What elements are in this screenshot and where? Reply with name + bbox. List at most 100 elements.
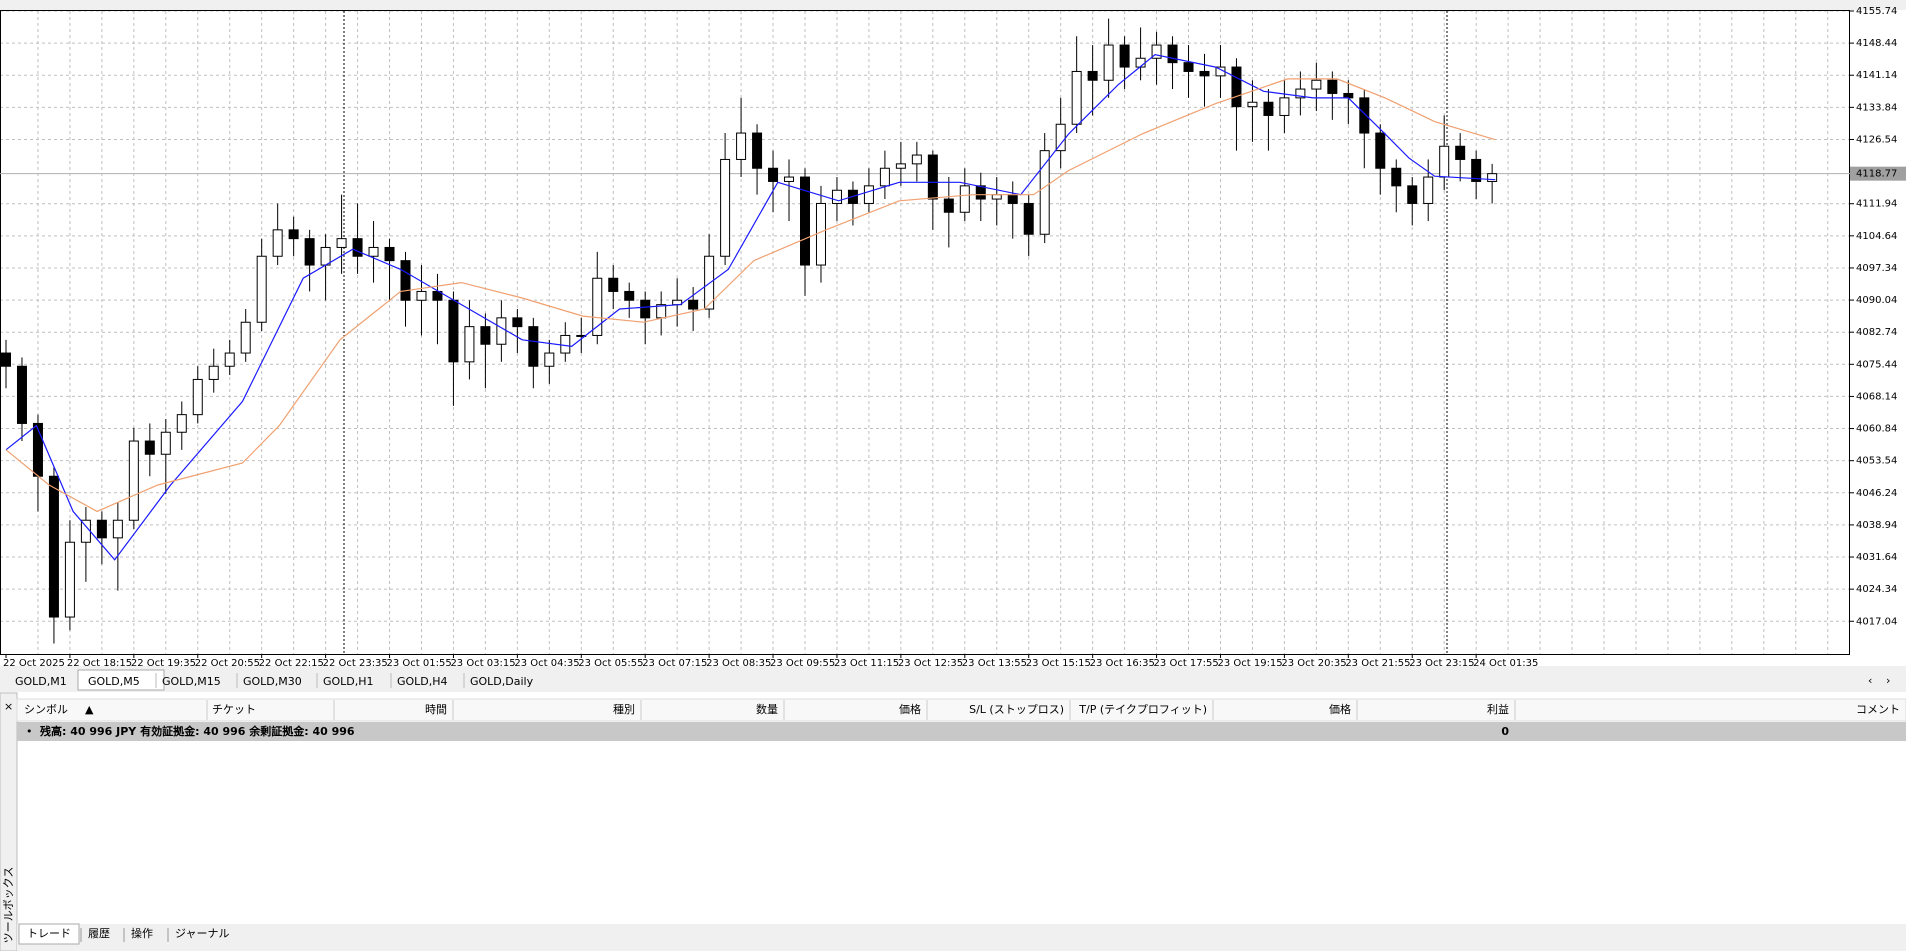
- x-tick-label: 23 Oct 13:55: [962, 658, 1027, 669]
- x-tick-label: 23 Oct 23:15: [1409, 658, 1474, 669]
- balance-row: [17, 722, 1906, 741]
- chart-tab[interactable]: GOLD,H1: [323, 675, 374, 688]
- column-header[interactable]: 時間: [425, 703, 447, 716]
- column-header[interactable]: 価格: [1329, 702, 1351, 716]
- y-tick-label: 4068.14: [1856, 391, 1897, 402]
- candle-body: [927, 154, 938, 200]
- x-tick-label: 23 Oct 15:15: [1026, 658, 1091, 669]
- chart-tab[interactable]: GOLD,M1: [15, 675, 67, 688]
- candle-body: [1391, 167, 1402, 187]
- column-header[interactable]: S/L (ストップロス): [969, 703, 1064, 716]
- candle-body: [624, 290, 635, 301]
- candle-body: [1151, 44, 1162, 59]
- candle-body: [144, 440, 155, 455]
- candle-body: [1103, 44, 1114, 81]
- candle-body: [1087, 70, 1098, 81]
- x-tick-label: 23 Oct 01:55: [387, 658, 452, 669]
- terminal-tabs-bar: [17, 924, 1906, 951]
- column-header[interactable]: シンボル: [24, 703, 68, 716]
- column-header[interactable]: 価格: [899, 702, 921, 716]
- candle-body: [1423, 176, 1434, 204]
- column-header[interactable]: 利益: [1487, 702, 1509, 716]
- y-tick-label: 4111.94: [1856, 199, 1897, 210]
- candle-body: [1247, 101, 1258, 108]
- candle-body: [1167, 44, 1178, 64]
- moving-average: [5, 78, 1496, 513]
- x-tick-label: 24 Oct 01:35: [1473, 658, 1538, 669]
- candle-body: [959, 185, 970, 213]
- terminal-tab[interactable]: 操作: [131, 926, 153, 940]
- candle-body: [736, 132, 747, 160]
- candle-body: [784, 176, 795, 182]
- x-tick-label: 22 Oct 22:15: [259, 658, 324, 669]
- candle-body: [128, 440, 139, 521]
- candle-body: [48, 475, 59, 618]
- candle-body: [352, 238, 363, 257]
- candle-body: [1199, 70, 1210, 77]
- candle-body: [608, 277, 619, 292]
- candle-body: [256, 255, 267, 323]
- y-tick-label: 4148.44: [1856, 38, 1897, 49]
- y-tick-label: 4133.84: [1856, 102, 1897, 113]
- y-tick-label: 4060.84: [1856, 424, 1897, 435]
- x-tick-label: 23 Oct 03:15: [450, 658, 515, 669]
- chart-tabs-bar: [0, 666, 1906, 692]
- x-tick-label: 23 Oct 12:35: [898, 658, 963, 669]
- candle-body: [768, 167, 779, 182]
- chart-tab[interactable]: GOLD,Daily: [470, 675, 534, 688]
- candle-body: [384, 246, 395, 262]
- candle-body: [911, 154, 922, 165]
- candle-body: [304, 238, 315, 266]
- chart-tab[interactable]: GOLD,H4: [397, 675, 448, 688]
- x-tick-label: 22 Oct 20:55: [195, 658, 260, 669]
- y-tick-label: 4075.44: [1856, 359, 1897, 370]
- candle-body: [1279, 97, 1290, 116]
- chart-tab[interactable]: GOLD,M15: [162, 675, 221, 688]
- grid: [0, 10, 1850, 654]
- candle-body: [1487, 173, 1498, 182]
- y-tick-label: 4017.04: [1856, 616, 1897, 627]
- terminal-tab[interactable]: ジャーナル: [175, 927, 229, 940]
- x-tick-label: 23 Oct 19:15: [1217, 658, 1282, 669]
- x-tick-label: 23 Oct 04:35: [514, 658, 579, 669]
- candle-body: [1071, 70, 1082, 125]
- column-header[interactable]: T/P (テイクプロフィット): [1078, 703, 1207, 716]
- candle-body: [400, 260, 411, 301]
- chart-tab[interactable]: GOLD,M30: [243, 675, 302, 688]
- y-tick-label: 4031.64: [1856, 552, 1897, 563]
- column-header[interactable]: チケット: [212, 703, 256, 716]
- column-header[interactable]: 種別: [613, 702, 635, 716]
- candle-body: [480, 326, 491, 345]
- candle-body: [288, 229, 299, 240]
- toolbar: [0, 0, 1906, 10]
- x-tick-label: 22 Oct 19:35: [131, 658, 196, 669]
- candle-body: [272, 229, 283, 257]
- candle-body: [815, 202, 826, 266]
- candle-body: [496, 317, 507, 345]
- x-tick-label: 22 Oct 2025: [3, 658, 65, 669]
- candle-body: [560, 334, 571, 354]
- column-header[interactable]: 数量: [756, 703, 778, 716]
- x-tick-label: 23 Oct 08:35: [706, 658, 771, 669]
- terminal-tab[interactable]: トレード: [27, 927, 71, 940]
- candle-body: [863, 185, 874, 204]
- candle-body: [416, 290, 427, 301]
- candle-body: [895, 163, 906, 169]
- close-button[interactable]: ×: [4, 700, 13, 713]
- plot-border: [0, 10, 1850, 655]
- table-header: [16, 698, 1906, 722]
- balance-text: 残高: 40 996 JPY 有効証拠金: 40 996 余剰証拠金: 40 9…: [40, 724, 355, 738]
- scroll-right[interactable]: ›: [1886, 674, 1890, 687]
- chart-tab[interactable]: GOLD,M5: [88, 675, 140, 688]
- y-tick-label: 4141.14: [1856, 70, 1897, 81]
- terminal-tab[interactable]: 履歴: [88, 927, 110, 940]
- x-tick-label: 23 Oct 09:55: [770, 658, 835, 669]
- y-tick-label: 4082.74: [1856, 327, 1897, 338]
- column-header[interactable]: コメント: [1856, 703, 1900, 716]
- candle-body: [544, 352, 555, 367]
- candle-body: [640, 299, 651, 319]
- candle-body: [1455, 145, 1466, 160]
- candle-body: [32, 422, 43, 477]
- candle-body: [1295, 88, 1306, 99]
- scroll-left[interactable]: ‹: [1868, 674, 1872, 687]
